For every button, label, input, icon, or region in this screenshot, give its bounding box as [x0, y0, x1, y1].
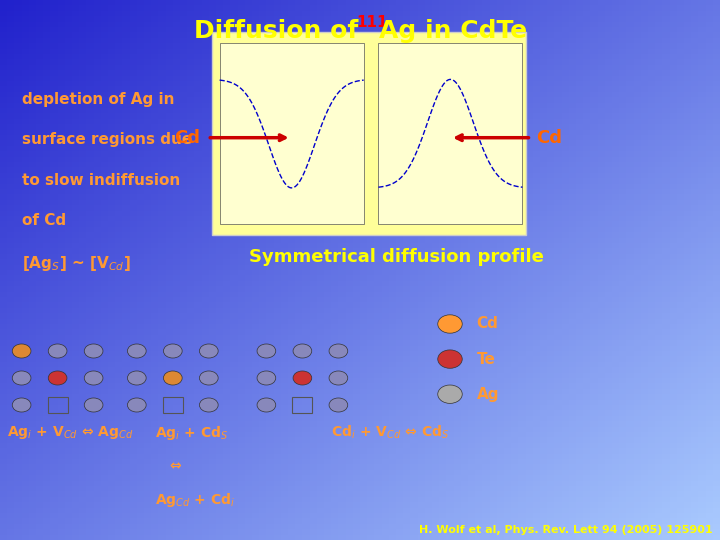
Text: Cd: Cd — [477, 316, 498, 332]
Text: H. Wolf et al, Phys. Rev. Lett 94 (2005) 125901: H. Wolf et al, Phys. Rev. Lett 94 (2005)… — [419, 524, 713, 535]
Circle shape — [438, 315, 462, 333]
Bar — [292, 397, 312, 413]
Text: Diffusion of: Diffusion of — [194, 19, 367, 43]
Circle shape — [84, 371, 103, 385]
Text: Cd$_i$ + V$_{Cd}$ ⇔ Cd$_S$: Cd$_i$ + V$_{Cd}$ ⇔ Cd$_S$ — [331, 424, 449, 441]
Text: Ag in CdTe: Ag in CdTe — [379, 19, 528, 43]
Text: Te: Te — [477, 352, 495, 367]
Circle shape — [163, 344, 182, 358]
Circle shape — [329, 371, 348, 385]
Text: Ag$_i$ + Cd$_S$: Ag$_i$ + Cd$_S$ — [155, 424, 228, 442]
Circle shape — [293, 371, 312, 385]
Circle shape — [48, 371, 67, 385]
Circle shape — [257, 398, 276, 412]
Circle shape — [329, 344, 348, 358]
Text: of Cd: of Cd — [22, 213, 66, 228]
Circle shape — [257, 344, 276, 358]
Circle shape — [127, 398, 146, 412]
Bar — [48, 397, 68, 413]
Text: ⇔: ⇔ — [169, 459, 181, 473]
Circle shape — [438, 350, 462, 368]
Circle shape — [84, 398, 103, 412]
Circle shape — [293, 344, 312, 358]
Circle shape — [12, 371, 31, 385]
Circle shape — [199, 398, 218, 412]
Circle shape — [12, 398, 31, 412]
Bar — [379, 43, 523, 224]
Circle shape — [127, 371, 146, 385]
Circle shape — [199, 344, 218, 358]
Circle shape — [438, 385, 462, 403]
Text: surface regions due: surface regions due — [22, 132, 192, 147]
Text: Cd: Cd — [536, 129, 562, 147]
Text: Ag$_i$ + V$_{Cd}$ ⇔ Ag$_{Cd}$: Ag$_i$ + V$_{Cd}$ ⇔ Ag$_{Cd}$ — [7, 424, 134, 441]
Text: Symmetrical diffusion profile: Symmetrical diffusion profile — [248, 247, 544, 266]
Text: Ag: Ag — [477, 387, 499, 402]
Text: Ag$_{Cd}$ + Cd$_i$: Ag$_{Cd}$ + Cd$_i$ — [155, 491, 235, 509]
Circle shape — [127, 344, 146, 358]
Text: to slow indiffusion: to slow indiffusion — [22, 173, 180, 188]
Bar — [220, 43, 364, 224]
Bar — [163, 397, 183, 413]
Text: 111: 111 — [356, 15, 388, 30]
Circle shape — [329, 398, 348, 412]
Text: Cd: Cd — [174, 129, 200, 147]
Circle shape — [257, 371, 276, 385]
Circle shape — [163, 371, 182, 385]
Circle shape — [84, 344, 103, 358]
Circle shape — [48, 344, 67, 358]
Circle shape — [12, 344, 31, 358]
Circle shape — [199, 371, 218, 385]
Bar — [212, 32, 526, 235]
Text: [Ag$_S$] ~ [V$_{Cd}$]: [Ag$_S$] ~ [V$_{Cd}$] — [22, 254, 130, 273]
Text: depletion of Ag in: depletion of Ag in — [22, 92, 174, 107]
